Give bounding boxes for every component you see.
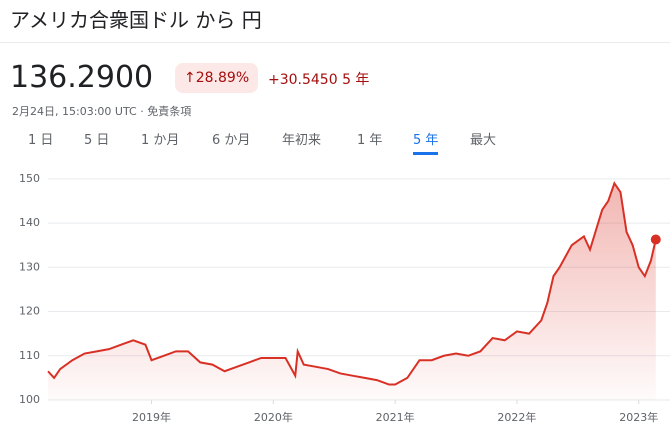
y-tick-label: 120 [19, 305, 40, 318]
disclaimer-link[interactable]: 免責条項 [147, 105, 192, 118]
last-point [650, 234, 661, 245]
price-line [47, 181, 657, 386]
price: 136.2900 [10, 60, 154, 95]
x-tick-label: 2020年 [254, 410, 293, 424]
tab[interactable]: 年初来 [282, 133, 322, 148]
tab[interactable]: 1 日 [28, 133, 54, 148]
tab[interactable]: 5 日 [84, 133, 110, 148]
x-tick-label: 2023年 [619, 410, 658, 424]
title: アメリカ合衆国ドル から 円 [10, 8, 262, 32]
divider [0, 42, 670, 43]
tab[interactable]: 最大 [470, 133, 497, 148]
tab[interactable]: 1 か月 [141, 133, 180, 148]
y-tick-label: 150 [19, 172, 40, 185]
time: 2月24日, 15:03:00 UTC · [12, 105, 144, 118]
timestamp: 2月24日, 15:03:00 UTC · 免責条項 [12, 103, 191, 119]
x-tick-label: 2022年 [497, 410, 536, 424]
change-pill: ↑28.89% [175, 63, 259, 93]
period: 5 年 [342, 72, 370, 88]
area-fill [48, 183, 656, 400]
chart: 100 110 120 130 140 150 2019年 2020年 2021年 2022年 20… [19, 172, 670, 424]
x-tick-label: 2021年 [376, 410, 415, 424]
change-value: +30.5450 [268, 72, 338, 88]
change-abs: +30.5450 5 年 [268, 69, 369, 89]
y-tick-label: 110 [19, 349, 40, 362]
x-tick-label: 2019年 [132, 410, 171, 424]
change-pct: 28.89% [195, 70, 250, 86]
tab[interactable]: 5 年 [413, 129, 439, 155]
tab[interactable]: 1 年 [357, 133, 383, 148]
y-tick-label: 100 [19, 393, 40, 406]
tab[interactable]: 6 か月 [212, 133, 251, 148]
y-tick-label: 130 [19, 260, 40, 273]
y-tick-label: 140 [19, 216, 40, 229]
